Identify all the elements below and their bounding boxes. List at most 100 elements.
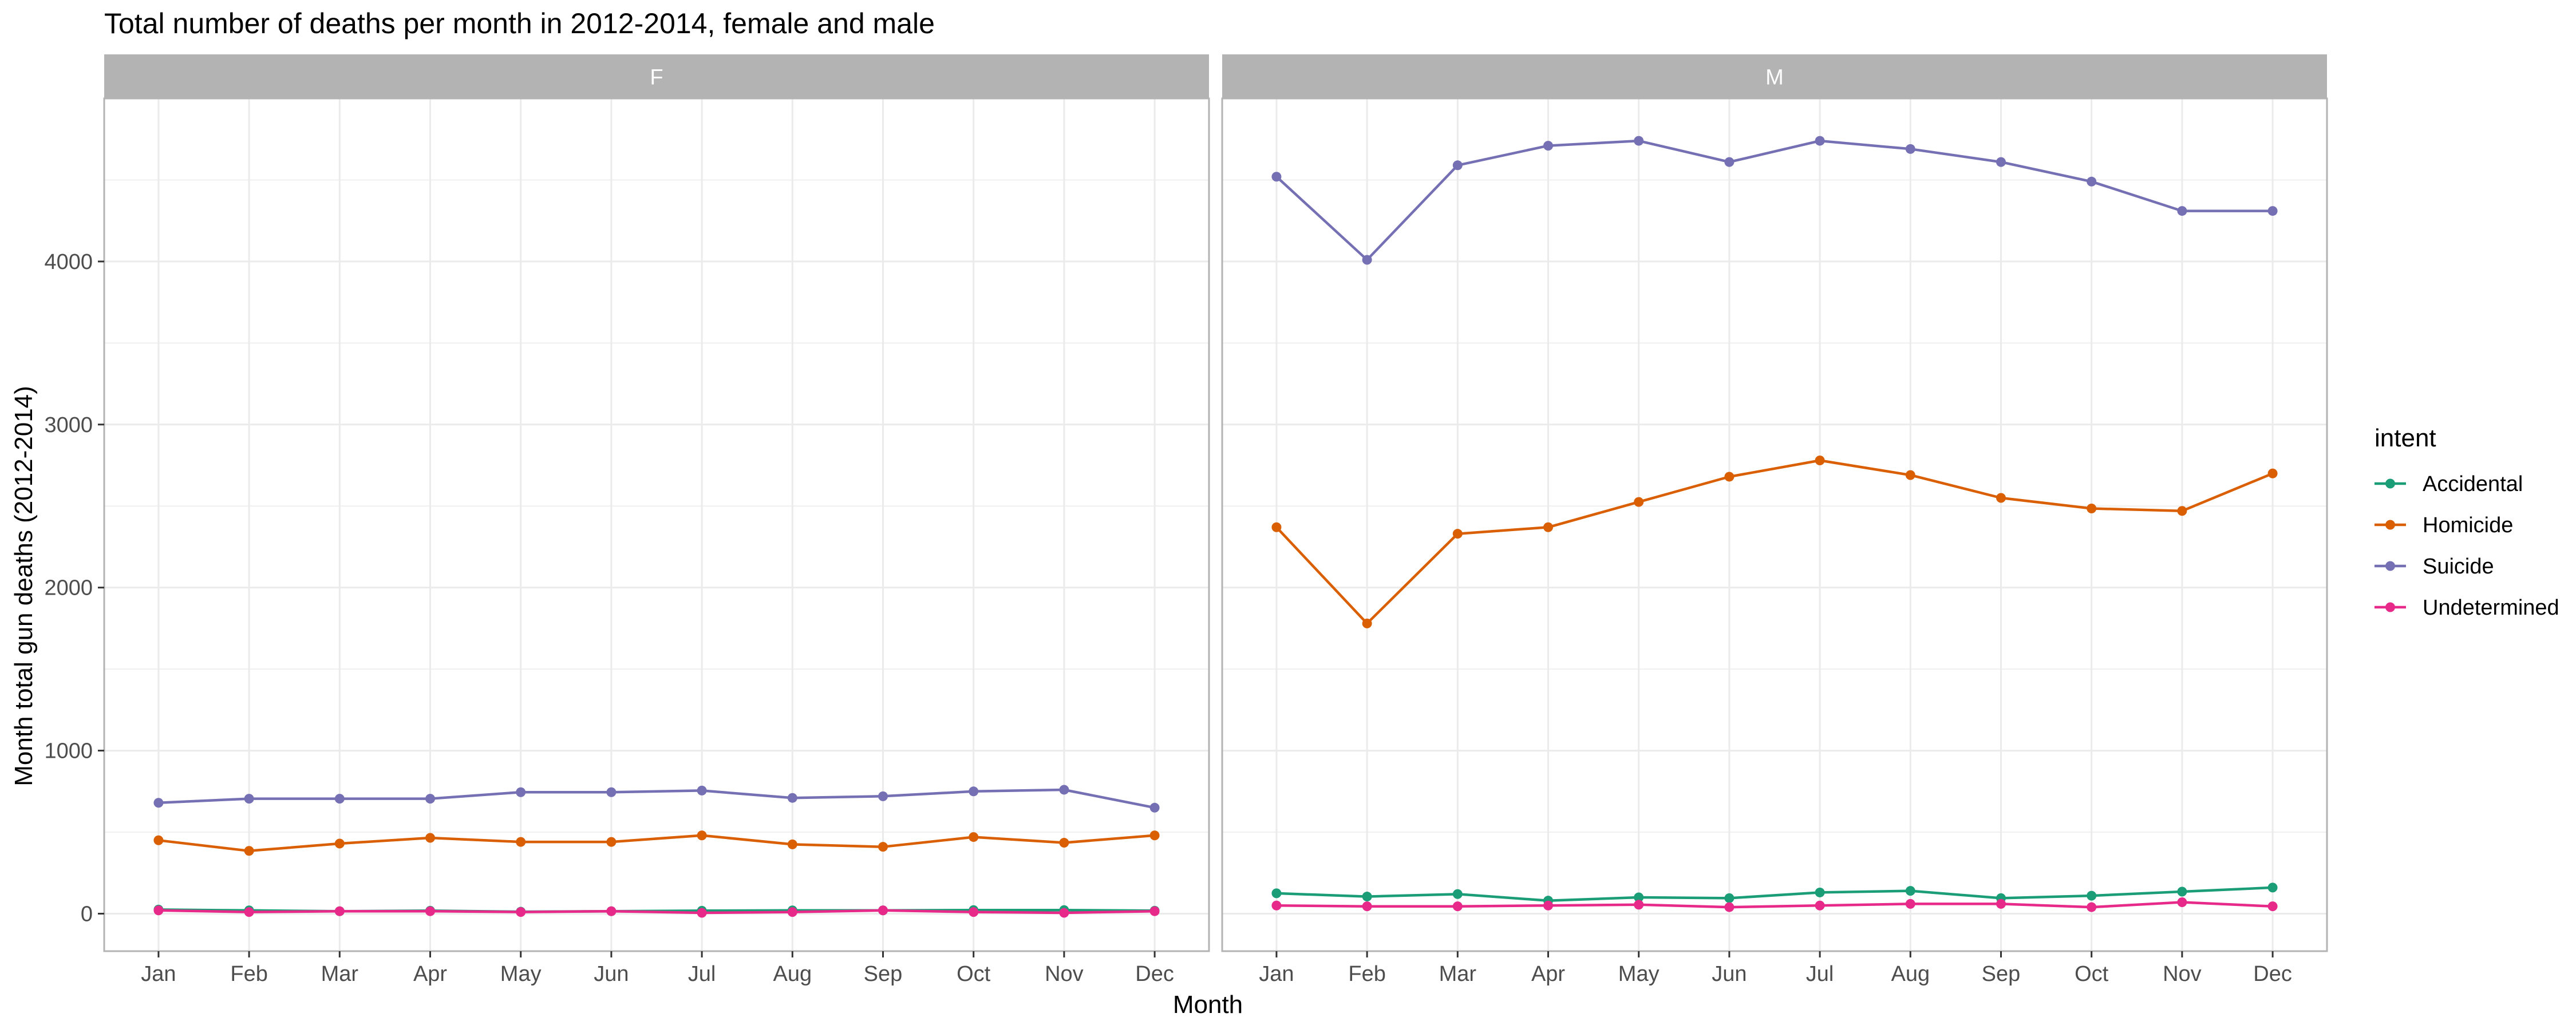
x-tick-label: Apr (1531, 962, 1565, 986)
facet-strip-label: F (650, 66, 663, 90)
series-line (158, 834, 1155, 853)
data-point (2267, 468, 2278, 478)
x-tick-label: Oct (957, 962, 991, 986)
data-point (1724, 157, 1735, 167)
legend-label: Accidental (2423, 472, 2523, 496)
data-point (787, 793, 797, 803)
series-line (1275, 459, 2273, 625)
legend-label: Suicide (2423, 555, 2494, 579)
x-tick-label: Jul (688, 962, 716, 986)
data-point (2177, 897, 2187, 908)
data-point (1362, 892, 1372, 902)
data-point (1543, 141, 1554, 151)
x-tick-label: Nov (1045, 962, 1084, 986)
x-tick-label: Mar (321, 962, 359, 986)
legend-key-point (2385, 520, 2395, 530)
series-line (1276, 886, 2273, 902)
data-point (334, 906, 345, 916)
y-tick-label: 3000 (44, 413, 93, 437)
data-point (2087, 902, 2097, 912)
facet-strip-label: M (1765, 66, 1784, 90)
data-point (1271, 172, 1282, 182)
facet-f: F Jan Feb Mar Apr May Jun Jul Aug Sep Oct Nov Dec 0 10… (44, 54, 1210, 986)
x-tick-label: Dec (2253, 962, 2292, 986)
data-point (1634, 900, 1644, 910)
data-point (1543, 900, 1554, 911)
data-point (1543, 522, 1554, 532)
x-tick-label: May (500, 962, 542, 986)
data-point (2087, 890, 2097, 901)
data-point (1815, 887, 1825, 897)
data-point (969, 786, 979, 797)
y-axis-label: Month total gun deaths (2012-2014) (10, 386, 38, 786)
data-point (1905, 470, 1915, 480)
data-point (153, 905, 164, 916)
x-tick-label: Jul (1806, 962, 1834, 986)
data-point (2177, 206, 2187, 216)
data-point (969, 832, 979, 842)
series-homicide-f (153, 830, 1160, 856)
data-point (787, 839, 797, 849)
data-point (1452, 901, 1463, 912)
legend-key-point (2385, 478, 2395, 489)
x-tick-label: Mar (1439, 962, 1477, 986)
x-axis-label: Month (1173, 991, 1243, 1019)
x-tick-label: Jan (141, 962, 176, 986)
data-point (1452, 160, 1463, 171)
data-point (244, 907, 254, 917)
data-point (606, 787, 617, 797)
data-point (1996, 493, 2006, 503)
x-tick-label: May (1618, 962, 1660, 986)
data-point (153, 798, 164, 808)
legend-label: Undetermined (2423, 596, 2559, 620)
facet-m: M Jan Feb Mar Apr May Jun Jul Aug Sep Oct Nov Dec (1221, 54, 2328, 986)
data-point (1149, 802, 1160, 813)
data-point (1724, 902, 1735, 912)
legend-key-point (2385, 561, 2395, 571)
data-point (2267, 901, 2278, 912)
chart-title: Total number of deaths per month in 2012… (104, 7, 935, 39)
data-point (1362, 618, 1372, 628)
data-point (516, 837, 526, 847)
data-point (878, 791, 888, 801)
series-undetermined-m (1271, 897, 2278, 912)
data-point (1905, 144, 1915, 154)
facets: F Jan Feb Mar Apr May Jun Jul Aug Sep Oct Nov Dec 0 10… (44, 54, 2328, 986)
data-point (1271, 522, 1282, 532)
data-point (1059, 908, 1069, 918)
data-point (606, 906, 617, 916)
legend-item-homicide: Homicide (2374, 513, 2513, 537)
x-tick-label: Sep (1982, 962, 2021, 986)
x-tick-label: Aug (773, 962, 812, 986)
legend-item-accidental: Accidental (2374, 472, 2523, 496)
data-point (2267, 206, 2278, 216)
data-point (425, 833, 436, 843)
data-point (1149, 830, 1160, 841)
data-point (1149, 906, 1160, 916)
series-line (1276, 901, 2273, 909)
data-point (1905, 886, 1915, 896)
data-point (2087, 504, 2097, 514)
x-tick-label: Dec (1135, 962, 1174, 986)
data-point (697, 908, 707, 918)
x-tick-label: Jan (1259, 962, 1294, 986)
data-point (2177, 886, 2187, 897)
legend-label: Homicide (2423, 513, 2513, 537)
x-tick-label: Jun (594, 962, 629, 986)
data-point (334, 794, 345, 804)
legend-title: intent (2374, 424, 2436, 452)
data-point (1452, 529, 1463, 539)
data-point (1724, 893, 1735, 903)
x-tick-label: Oct (2075, 962, 2109, 986)
data-point (1634, 497, 1644, 507)
legend-item-undetermined: Undetermined (2374, 596, 2559, 620)
data-point (1362, 901, 1372, 912)
data-point (1905, 899, 1915, 909)
data-point (1634, 892, 1644, 903)
series-line (158, 788, 1155, 809)
data-point (878, 905, 888, 916)
data-point (1996, 157, 2006, 167)
x-tick-label: Apr (413, 962, 447, 986)
